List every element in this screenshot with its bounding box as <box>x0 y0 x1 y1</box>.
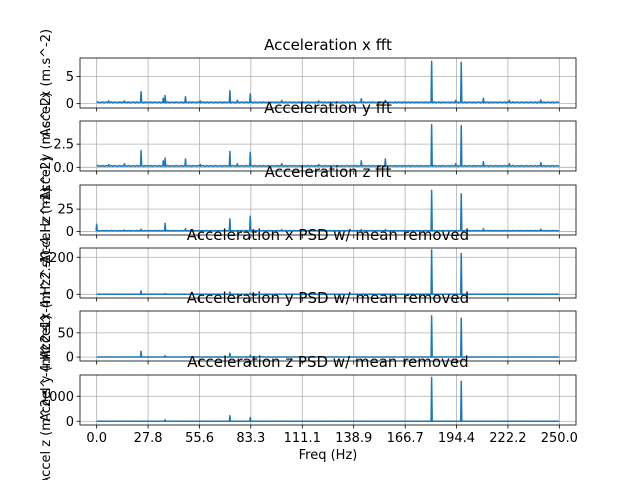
x-axis-label: Freq (Hz) <box>299 448 358 463</box>
axes-frame-1 <box>79 57 577 109</box>
y-tick-label: 0 <box>66 225 74 240</box>
axes-frame-2 <box>79 120 577 172</box>
series-line-5 <box>96 315 560 358</box>
x-tick-label: 83.3 <box>236 431 265 446</box>
series-line-2 <box>96 123 560 168</box>
x-tick-label: 27.8 <box>134 431 163 446</box>
y-tick-label: 200 <box>49 251 74 266</box>
x-tick-label: 166.7 <box>387 431 424 446</box>
y-tick-label: 0 <box>66 97 74 112</box>
y-axis-label-1: Accel x (m.s^-2) <box>39 29 54 137</box>
panel-title-5: Acceleration y PSD w/ mean removed <box>187 289 469 307</box>
y-tick-label: 1000 <box>41 390 74 405</box>
y-axis-label-2: Accel y (m.s^-2) <box>39 92 54 200</box>
axes-frame-4 <box>79 247 577 299</box>
series-line-4 <box>96 249 560 295</box>
panel-title-1: Acceleration x fft <box>264 36 392 54</box>
x-tick-label: 138.9 <box>335 431 372 446</box>
x-tick-label: 55.6 <box>185 431 214 446</box>
y-tick-label: 50 <box>57 326 74 341</box>
y-tick-label: 0 <box>66 351 74 366</box>
y-tick-label: 0 <box>66 415 74 430</box>
y-axis-label-4: Accel x (m^2.s^-4.Hz^-1) <box>39 187 54 359</box>
x-tick-label: 0.0 <box>86 431 107 446</box>
y-axis-label-3: Accel z (m.s^-2) <box>39 156 54 263</box>
panel-title-6: Acceleration z PSD w/ mean removed <box>187 353 468 371</box>
x-tick-label: 250.0 <box>541 431 578 446</box>
x-tick-label: 194.4 <box>438 431 475 446</box>
y-tick-label: 2.5 <box>53 138 74 153</box>
y-axis-label-6: Accel z (m^2.s^-4.Hz^-1) <box>39 315 54 480</box>
x-tick-label: 111.1 <box>284 431 321 446</box>
y-axis-label-5: Accel y (m^2.s^-4.Hz^-1) <box>39 250 54 422</box>
y-tick-label: 5 <box>66 70 74 85</box>
panel-title-2: Acceleration y fft <box>264 99 392 117</box>
y-tick-label: 0.0 <box>53 161 74 176</box>
panel-title-3: Acceleration z fft <box>265 163 392 181</box>
series-line-3 <box>95 189 560 232</box>
y-tick-label: 25 <box>57 203 74 218</box>
axes-frame-5 <box>79 310 577 362</box>
series-line-1 <box>96 60 560 104</box>
panel-title-4: Acceleration x PSD w/ mean removed <box>187 226 469 244</box>
series-line-6 <box>96 376 560 422</box>
y-tick-label: 0 <box>66 288 74 303</box>
axes-frame-6 <box>79 374 577 426</box>
x-tick-label: 222.2 <box>489 431 526 446</box>
axes-frame-3 <box>79 184 577 236</box>
